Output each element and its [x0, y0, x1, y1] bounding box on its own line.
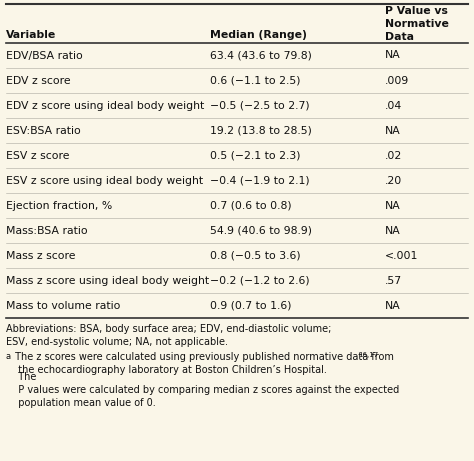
Text: Mass z score using ideal body weight: Mass z score using ideal body weight — [6, 276, 209, 285]
Text: −0.2 (−1.2 to 2.6): −0.2 (−1.2 to 2.6) — [210, 276, 310, 285]
Text: 0.7 (0.6 to 0.8): 0.7 (0.6 to 0.8) — [210, 201, 292, 211]
Text: Abbreviations: BSA, body surface area; EDV, end-diastolic volume;
ESV, end-systo: Abbreviations: BSA, body surface area; E… — [6, 324, 331, 347]
Text: 0.9 (0.7 to 1.6): 0.9 (0.7 to 1.6) — [210, 301, 292, 311]
Text: 0.6 (−1.1 to 2.5): 0.6 (−1.1 to 2.5) — [210, 76, 301, 85]
Text: Mass to volume ratio: Mass to volume ratio — [6, 301, 120, 311]
Text: .009: .009 — [385, 76, 409, 85]
Text: −0.5 (−2.5 to 2.7): −0.5 (−2.5 to 2.7) — [210, 100, 310, 111]
Text: NA: NA — [385, 225, 401, 236]
Text: Mass z score: Mass z score — [6, 250, 75, 260]
Text: The
  P values were calculated by comparing median z scores against the expected: The P values were calculated by comparin… — [12, 372, 399, 408]
Text: 16,17: 16,17 — [358, 352, 378, 358]
Text: ESV z score using ideal body weight: ESV z score using ideal body weight — [6, 176, 203, 185]
Text: 19.2 (13.8 to 28.5): 19.2 (13.8 to 28.5) — [210, 125, 312, 136]
Text: 54.9 (40.6 to 98.9): 54.9 (40.6 to 98.9) — [210, 225, 312, 236]
Text: a: a — [6, 352, 11, 361]
Text: 63.4 (43.6 to 79.8): 63.4 (43.6 to 79.8) — [210, 51, 312, 60]
Text: 0.5 (−2.1 to 2.3): 0.5 (−2.1 to 2.3) — [210, 150, 301, 160]
Text: NA: NA — [385, 51, 401, 60]
Text: Mass:BSA ratio: Mass:BSA ratio — [6, 225, 88, 236]
Text: .57: .57 — [385, 276, 402, 285]
Text: EDV z score using ideal body weight: EDV z score using ideal body weight — [6, 100, 204, 111]
Text: EDV z score: EDV z score — [6, 76, 71, 85]
Text: NA: NA — [385, 201, 401, 211]
Text: P Value vs
Normative
Data: P Value vs Normative Data — [385, 6, 449, 41]
Text: ESV z score: ESV z score — [6, 150, 70, 160]
Text: 0.8 (−0.5 to 3.6): 0.8 (−0.5 to 3.6) — [210, 250, 301, 260]
Text: NA: NA — [385, 125, 401, 136]
Text: EDV/BSA ratio: EDV/BSA ratio — [6, 51, 83, 60]
Text: ESV:BSA ratio: ESV:BSA ratio — [6, 125, 81, 136]
Text: The z scores were calculated using previously published normative data from
  th: The z scores were calculated using previ… — [12, 352, 394, 375]
Text: .20: .20 — [385, 176, 402, 185]
Text: Variable: Variable — [6, 30, 56, 40]
Text: Median (Range): Median (Range) — [210, 30, 307, 40]
Text: .04: .04 — [385, 100, 402, 111]
Text: −0.4 (−1.9 to 2.1): −0.4 (−1.9 to 2.1) — [210, 176, 310, 185]
Text: Ejection fraction, %: Ejection fraction, % — [6, 201, 112, 211]
Text: .02: .02 — [385, 150, 402, 160]
Text: NA: NA — [385, 301, 401, 311]
Text: <.001: <.001 — [385, 250, 419, 260]
